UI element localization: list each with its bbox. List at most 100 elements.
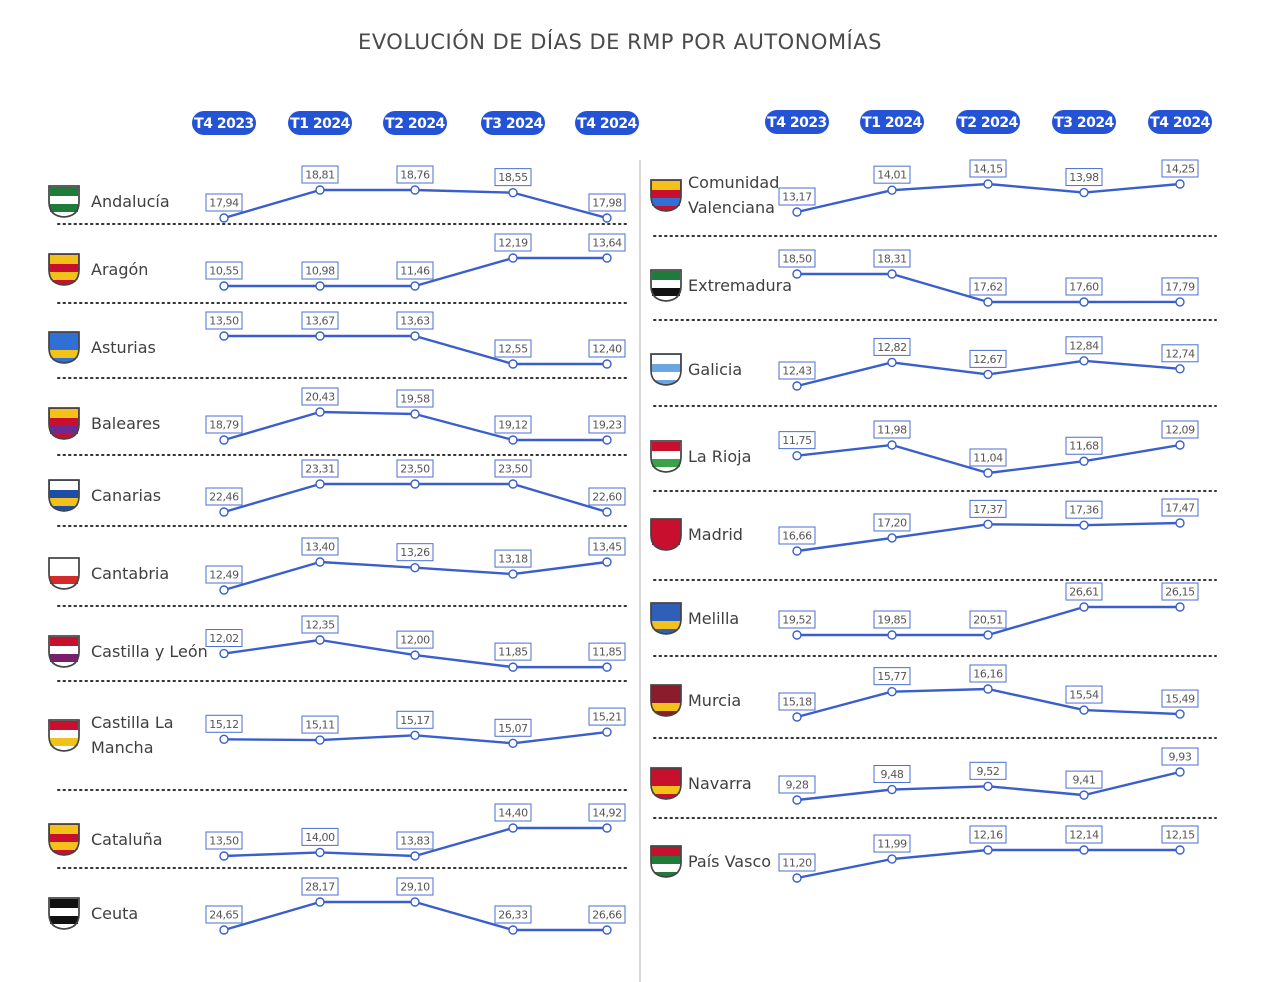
- data-point: [792, 269, 802, 279]
- region-row-murcia: Murcia 15,18 15,77 16,16 15,54 15,49: [650, 664, 1199, 722]
- aragon-shield-icon: [48, 253, 80, 286]
- data-label-box: [1065, 436, 1103, 455]
- data-label: 26,15: [1165, 586, 1195, 599]
- data-label: 12,82: [877, 341, 907, 354]
- data-label: 9,28: [786, 779, 809, 792]
- data-label-box: [778, 431, 816, 450]
- data-label-box: [969, 825, 1007, 844]
- data-point: [602, 823, 612, 833]
- data-label-box: [778, 853, 816, 872]
- period-header-t4-2023: T4 2023: [765, 110, 829, 134]
- region-name: Baleares: [91, 414, 160, 433]
- data-label: 12,84: [1069, 339, 1099, 352]
- data-point: [410, 479, 420, 489]
- data-point: [219, 331, 229, 341]
- data-label-box: [588, 537, 626, 556]
- data-label-box: [778, 361, 816, 380]
- data-label: 17,94: [209, 197, 239, 210]
- data-label-box: [301, 459, 339, 478]
- data-label-box: [1065, 685, 1103, 704]
- data-label-box: [778, 692, 816, 711]
- data-point: [887, 269, 897, 279]
- baleares-shield-icon: [48, 407, 80, 440]
- region-row-asturias: Asturias 13,50 13,67 13,63 12,55 12,40: [48, 311, 626, 369]
- data-label-box: [778, 775, 816, 794]
- region-row-baleares: Baleares 18,79 20,43 19,58 19,12 19,23: [48, 387, 626, 445]
- data-label-box: [778, 249, 816, 268]
- data-point: [887, 185, 897, 195]
- data-label-box: [873, 513, 911, 532]
- la-rioja-shield-icon: [650, 440, 682, 473]
- period-header-label: T3 2024: [1054, 115, 1114, 131]
- data-label: 11,68: [1069, 440, 1099, 453]
- period-header-t4-2023: T4 2023: [192, 111, 256, 135]
- period-header-label: T4 2023: [194, 116, 254, 132]
- data-label-box: [301, 615, 339, 634]
- data-point: [219, 507, 229, 517]
- data-label-box: [301, 537, 339, 556]
- canarias-shield-icon: [48, 479, 80, 512]
- data-point: [315, 847, 325, 858]
- data-point: [1175, 602, 1185, 612]
- data-label-box: [969, 277, 1007, 296]
- data-point: [508, 823, 518, 833]
- region-name: Galicia: [688, 360, 742, 379]
- data-label-box: [396, 311, 434, 330]
- data-label-box: [301, 877, 339, 896]
- period-header-label: T4 2024: [1150, 115, 1210, 131]
- region-row-castilla-la-mancha: Castilla La Mancha 15,12 15,11 15,17 15,07 15,…: [48, 707, 626, 757]
- period-header-label: T3 2024: [483, 116, 543, 132]
- data-label-box: [873, 165, 911, 184]
- period-header-label: T1 2024: [862, 115, 922, 131]
- data-point: [508, 435, 518, 445]
- data-label: 17,98: [592, 197, 622, 210]
- data-label-box: [1065, 582, 1103, 601]
- data-label-box: [205, 487, 243, 506]
- data-label: 11,85: [592, 646, 622, 659]
- data-label: 16,66: [782, 530, 812, 543]
- data-label-box: [1065, 770, 1103, 789]
- data-point: [792, 873, 802, 883]
- data-point: [792, 795, 802, 805]
- data-label-box: [301, 261, 339, 280]
- data-point: [792, 546, 802, 556]
- data-label: 11,85: [498, 646, 528, 659]
- data-label: 9,52: [977, 765, 1000, 778]
- data-point: [1079, 187, 1089, 198]
- data-label-box: [1161, 747, 1199, 766]
- region-name: Cantabria: [91, 564, 169, 583]
- data-label: 13,63: [400, 315, 430, 328]
- data-label: 17,36: [1069, 504, 1099, 517]
- data-point: [983, 845, 993, 855]
- data-point: [792, 450, 802, 461]
- data-point: [1079, 705, 1089, 715]
- region-name: Canarias: [91, 486, 161, 505]
- period-header-label: T2 2024: [385, 116, 445, 132]
- data-label-box: [588, 233, 626, 252]
- data-point: [1079, 845, 1089, 855]
- data-label-box: [588, 642, 626, 661]
- data-label: 13,45: [592, 541, 622, 554]
- period-header-t2-2024: T2 2024: [383, 111, 447, 135]
- data-label: 19,52: [782, 614, 812, 627]
- data-point: [887, 630, 897, 640]
- data-label: 14,15: [973, 163, 1003, 176]
- data-label: 28,17: [305, 881, 335, 894]
- data-label-box: [205, 905, 243, 924]
- data-label: 23,50: [498, 463, 528, 476]
- data-label-box: [1161, 344, 1199, 363]
- data-point: [315, 185, 325, 195]
- data-point: [983, 684, 993, 694]
- data-point: [602, 662, 612, 672]
- data-point: [410, 851, 420, 861]
- data-label: 12,74: [1165, 347, 1195, 360]
- data-label-box: [588, 707, 626, 726]
- valenciana-shield-icon: [650, 179, 682, 212]
- region-row-pais-vasco: País Vasco 11,20 11,99 12,16 12,14 12,15: [650, 825, 1199, 883]
- data-point: [792, 381, 802, 391]
- data-label-box: [205, 261, 243, 280]
- data-label-box: [1065, 825, 1103, 844]
- data-label: 15,17: [400, 714, 430, 727]
- data-point: [887, 533, 897, 543]
- data-point: [315, 281, 325, 291]
